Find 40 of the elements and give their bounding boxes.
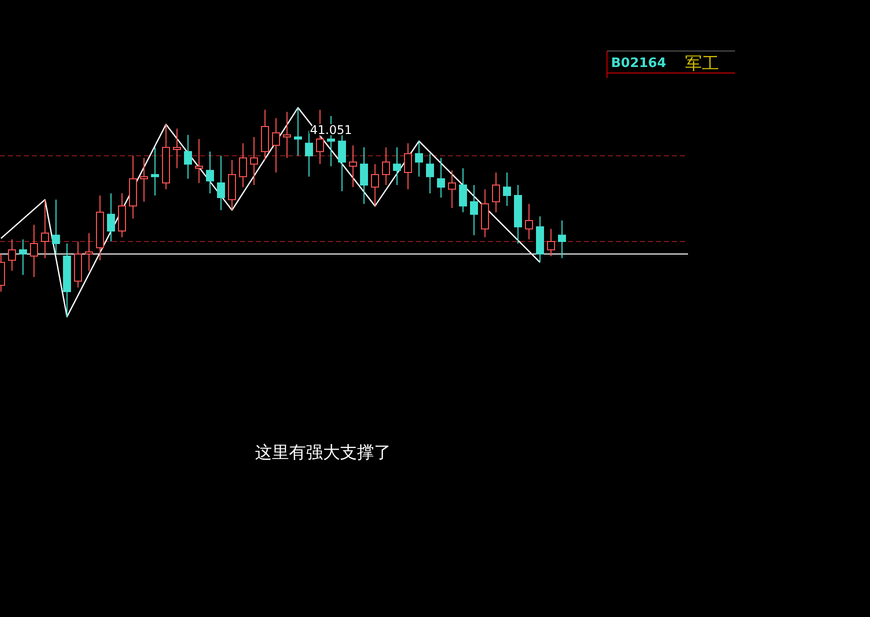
candlestick <box>503 172 511 206</box>
candlestick <box>459 168 467 213</box>
candlestick <box>195 138 203 184</box>
candlestick <box>140 157 148 202</box>
candlestick <box>41 199 49 259</box>
candlestick <box>217 155 225 211</box>
candlestick <box>30 224 38 278</box>
text: B02164 <box>611 56 666 71</box>
candlestick <box>184 134 192 180</box>
candlestick <box>294 107 302 156</box>
text: 这里有强大支撑了 <box>255 443 391 463</box>
candlestick <box>173 128 181 169</box>
candlestick <box>52 199 60 254</box>
candlestick <box>492 172 500 213</box>
candlestick <box>338 134 346 192</box>
candlestick <box>8 238 16 272</box>
candlestick <box>349 144 357 188</box>
candlestick <box>426 153 434 194</box>
candlestick <box>19 238 27 276</box>
candlestick <box>85 232 93 272</box>
candlestick <box>393 146 401 186</box>
candlestick <box>272 118 280 173</box>
candlestick <box>107 192 115 242</box>
candlestick <box>437 157 445 198</box>
candlestick <box>371 164 379 206</box>
candlestick <box>382 146 390 186</box>
candlestick <box>415 140 423 178</box>
candlestick <box>558 220 566 259</box>
candlestick <box>239 142 247 188</box>
candlestick <box>360 146 368 204</box>
candlestick <box>250 136 258 186</box>
candlestick <box>404 142 412 190</box>
candlestick <box>448 170 456 209</box>
candlestick <box>547 228 555 257</box>
candlestick <box>151 146 159 196</box>
candlestick <box>283 111 291 158</box>
candlestick <box>206 151 214 194</box>
candlestick <box>470 184 478 236</box>
text: 军工 <box>685 54 719 74</box>
candlestick <box>525 203 533 240</box>
